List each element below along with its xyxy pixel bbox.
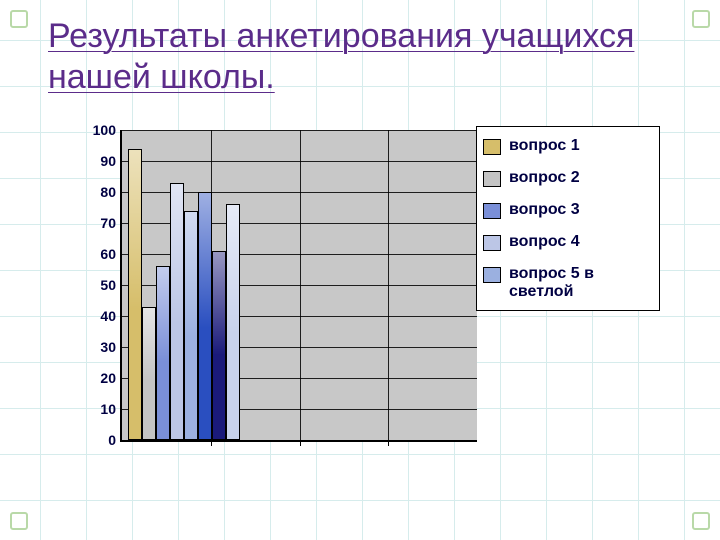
y-axis-tick-label: 40 [100,308,116,324]
chart-gridline [300,130,301,440]
legend-swatch-icon [483,171,501,187]
legend-item: вопрос 1 [483,137,653,155]
chart-bar [184,211,198,440]
legend-label: вопрос 3 [509,201,580,219]
y-axis-tick-label: 50 [100,277,116,293]
y-axis-tick-label: 90 [100,153,116,169]
y-axis-tick-label: 80 [100,184,116,200]
legend-label: вопрос 2 [509,169,580,187]
legend-swatch-icon [483,235,501,251]
y-axis-tick-label: 0 [108,432,116,448]
y-axis-tick-label: 30 [100,339,116,355]
y-axis-tick-label: 100 [93,122,116,138]
legend-item: вопрос 3 [483,201,653,219]
corner-decoration-icon [692,10,710,28]
bar-chart: 0102030405060708090100 вопрос 1вопрос 2в… [60,120,660,480]
legend-label: вопрос 4 [509,233,580,251]
legend-item: вопрос 4 [483,233,653,251]
legend-item: вопрос 2 [483,169,653,187]
y-axis-tick-label: 70 [100,215,116,231]
chart-legend: вопрос 1 вопрос 2 вопрос 3 вопрос 4 вопрос 5… [476,126,660,311]
corner-decoration-icon [10,10,28,28]
slide: Результаты анкетирования учащихся нашей … [0,0,720,540]
y-axis-tick-label: 10 [100,401,116,417]
chart-bar [156,266,170,440]
x-axis-tick [300,440,301,446]
chart-bar [128,149,142,440]
x-axis-tick [388,440,389,446]
chart-bar [142,307,156,440]
legend-item: вопрос 5 в светлой [483,265,653,300]
corner-decoration-icon [692,512,710,530]
legend-swatch-icon [483,203,501,219]
x-axis-tick [211,440,212,446]
slide-title: Результаты анкетирования учащихся нашей … [48,16,660,98]
chart-bar [198,192,212,440]
y-axis-tick-label: 60 [100,246,116,262]
chart-bar [212,251,226,440]
chart-gridline [388,130,389,440]
legend-swatch-icon [483,267,501,283]
corner-decoration-icon [10,512,28,530]
legend-label: вопрос 5 в светлой [509,265,653,300]
legend-label: вопрос 1 [509,137,580,155]
y-axis-tick-label: 20 [100,370,116,386]
chart-bar [170,183,184,440]
chart-bar [226,204,240,440]
legend-swatch-icon [483,139,501,155]
chart-plot-area: 0102030405060708090100 [120,130,477,442]
